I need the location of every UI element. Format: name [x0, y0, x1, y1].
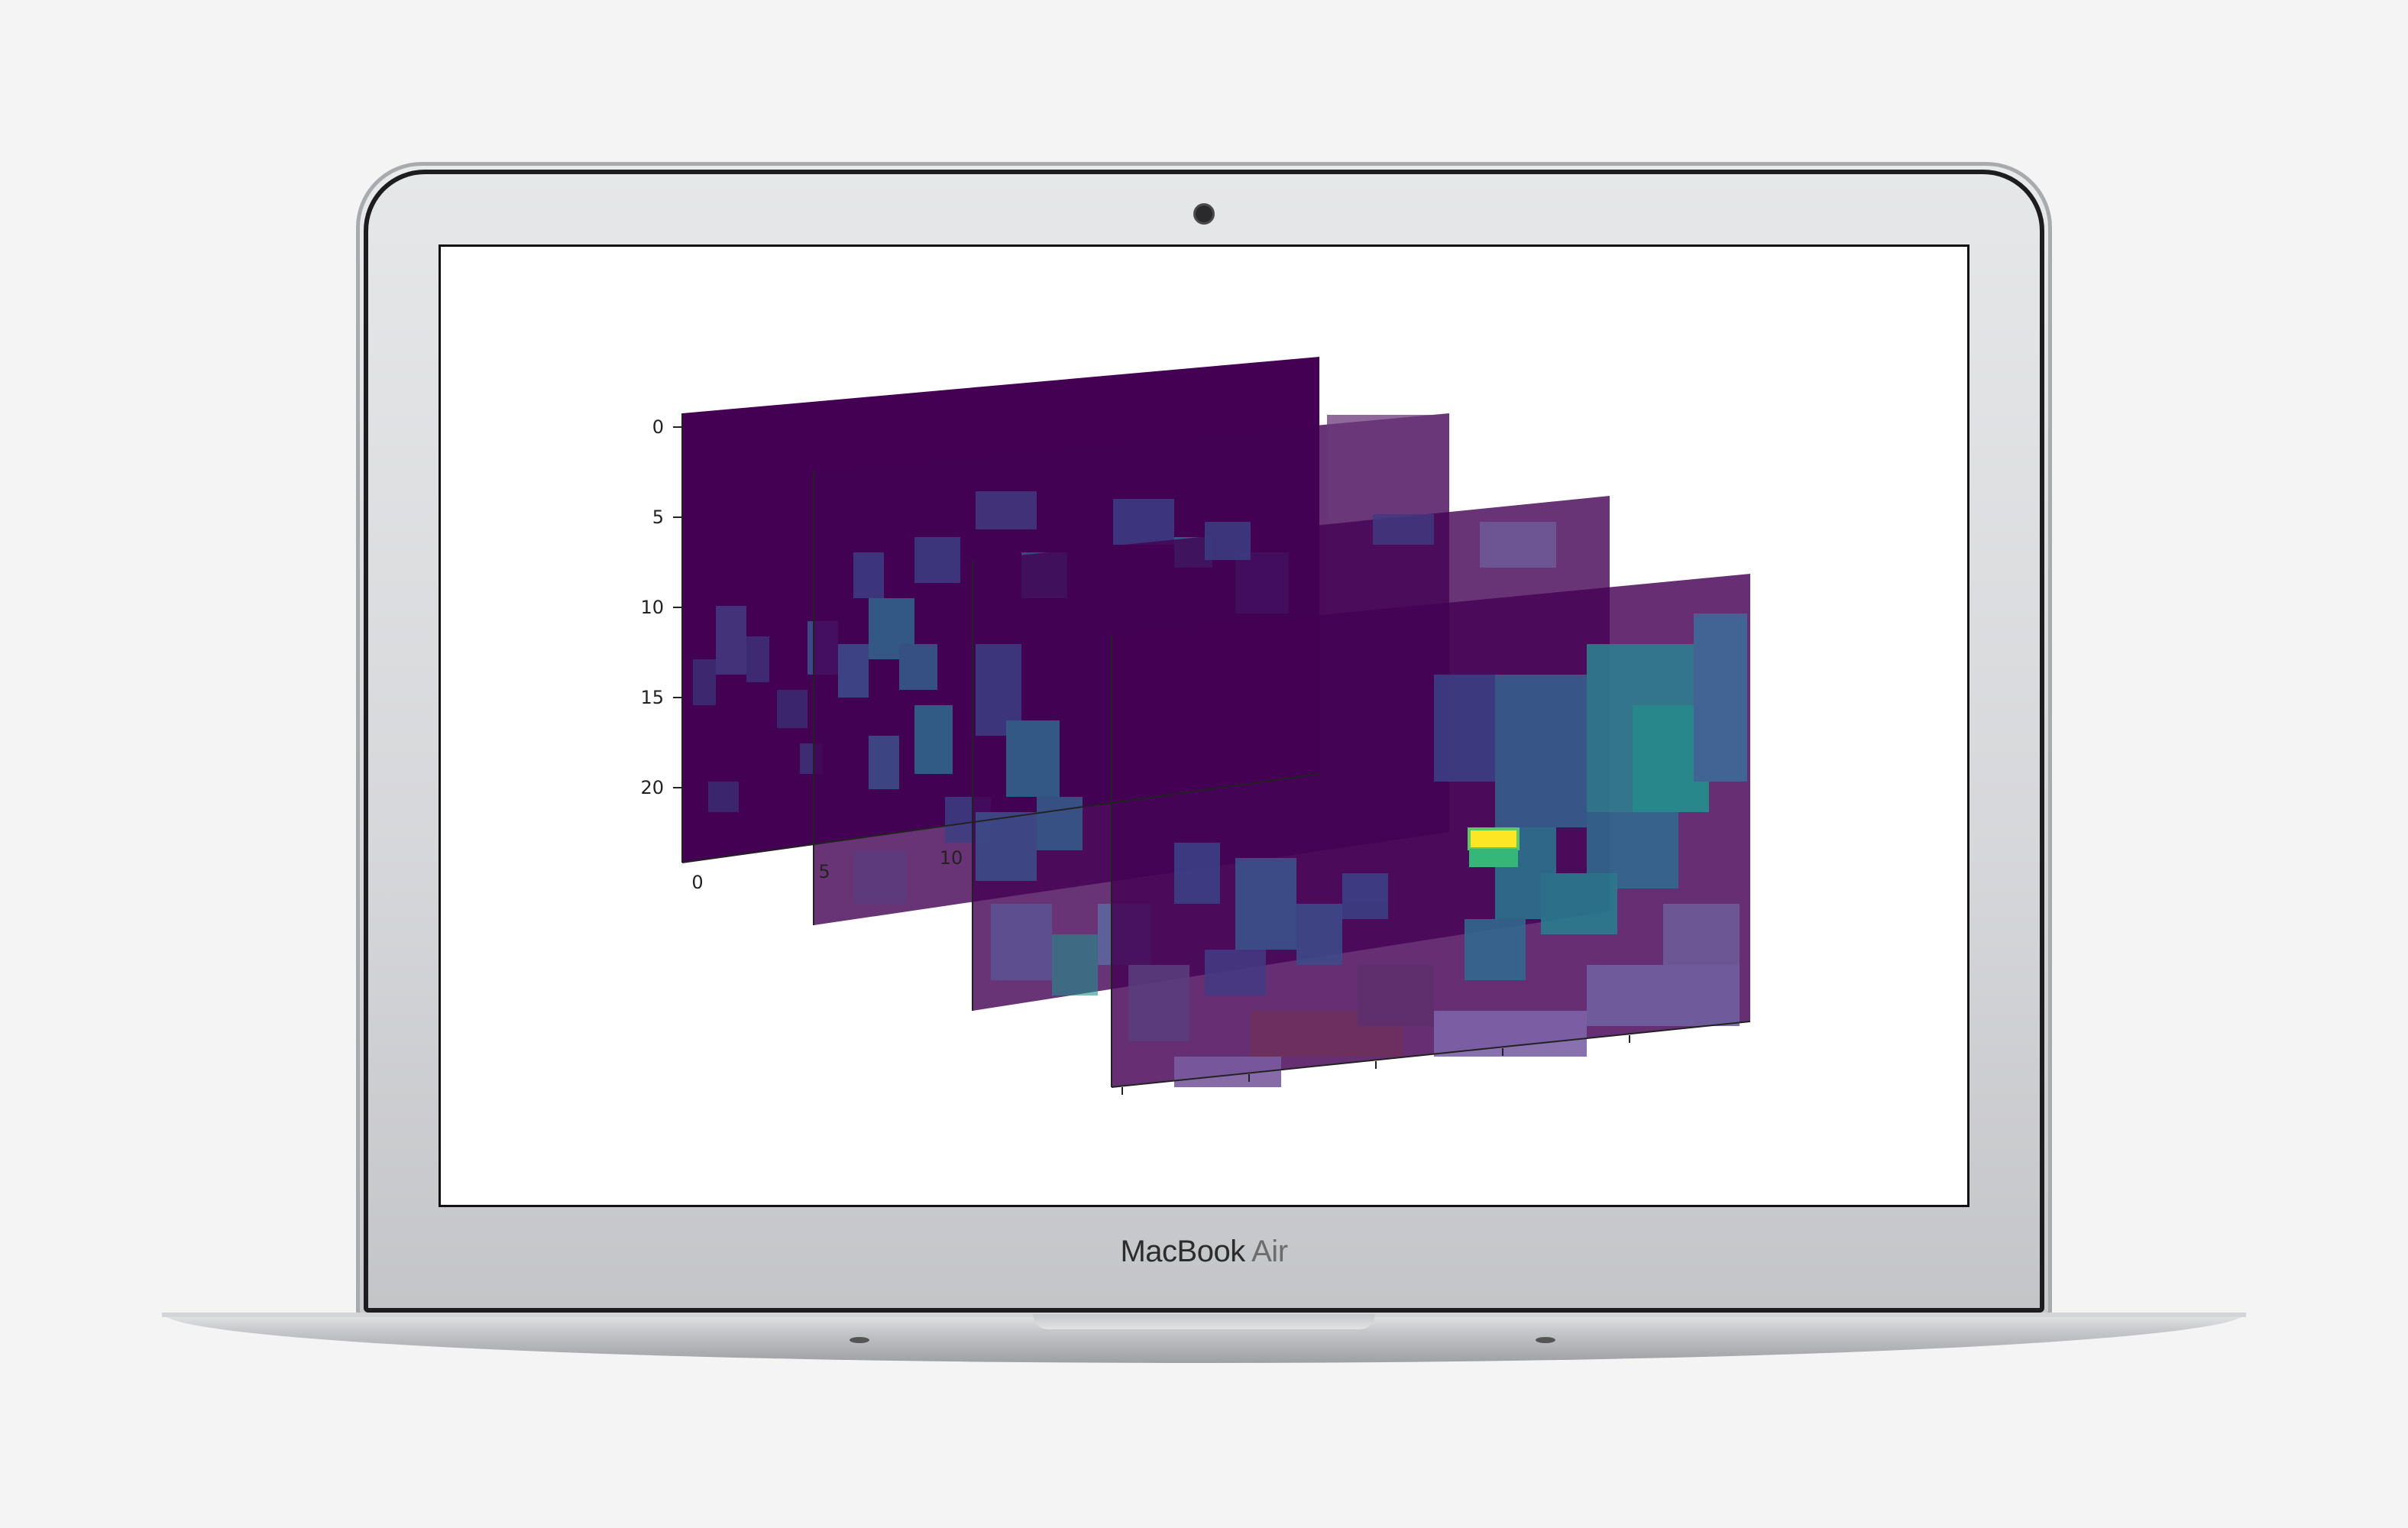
y-tick-label: 0: [652, 416, 664, 438]
y-tick-label: 15: [640, 687, 664, 708]
heatmap-layer-4: [1111, 574, 1751, 1095]
heatmap-peak-cell: [1469, 829, 1518, 849]
camera-icon: [1193, 203, 1215, 225]
y-axis: 0 5 10 15 20: [640, 416, 682, 798]
lid-notch: [1033, 1314, 1375, 1329]
laptop-foot: [1536, 1337, 1555, 1343]
x-tick-label: 10: [940, 847, 963, 869]
laptop-foot: [850, 1337, 869, 1343]
x-axis: 0 5 10: [681, 773, 1320, 893]
laptop-screen: 0 5 10 15 20 0 5 10: [439, 244, 1969, 1207]
stacked-heatmap-figure: 0 5 10 15 20 0 5 10: [640, 357, 1751, 1095]
x-tick-label: 0: [691, 872, 703, 893]
brand-label: MacBook Air: [1051, 1235, 1357, 1269]
y-tick-label: 5: [652, 507, 664, 528]
brand-name: MacBook: [1120, 1235, 1245, 1268]
model-name: Air: [1251, 1235, 1288, 1268]
y-tick-label: 20: [640, 777, 664, 798]
y-tick-label: 10: [640, 597, 664, 618]
x-tick-label: 5: [818, 861, 830, 882]
